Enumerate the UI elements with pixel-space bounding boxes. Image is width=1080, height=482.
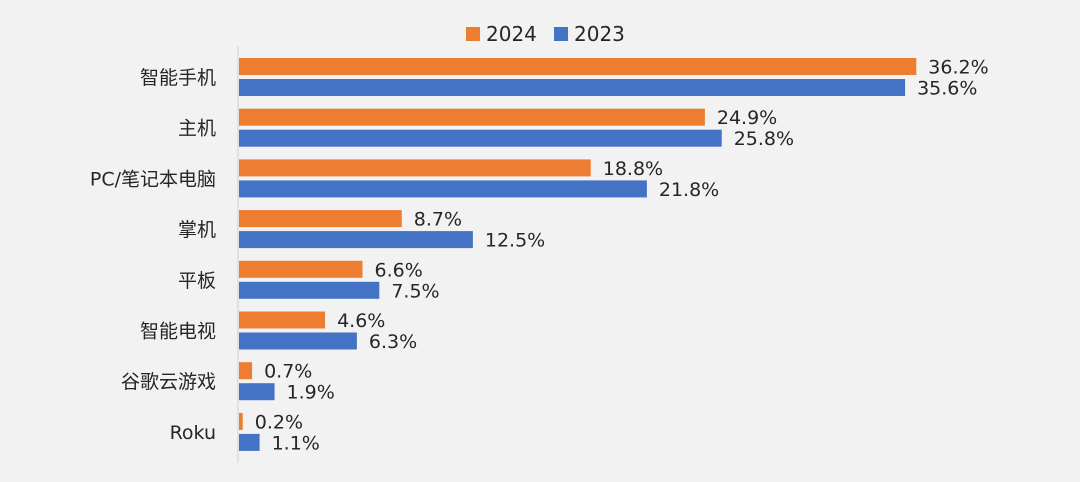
data-label-2023: 7.5% [391, 280, 439, 302]
bar-2023 [239, 281, 380, 299]
legend-label-2024: 2024 [486, 22, 537, 46]
bar-2023 [239, 383, 275, 401]
data-label-2024: 0.7% [264, 361, 312, 383]
category-label: Roku [170, 422, 216, 444]
category-label: 智能手机 [140, 67, 216, 89]
data-label-2023: 25.8% [734, 128, 794, 150]
bar-2024 [239, 108, 705, 126]
data-label-2023: 35.6% [917, 78, 977, 100]
bar-2024 [239, 260, 363, 278]
data-label-2023: 1.9% [287, 382, 335, 404]
bar-2023 [239, 231, 473, 249]
data-label-2024: 24.9% [717, 107, 777, 129]
bar-2023 [239, 332, 357, 350]
bar-2023 [239, 79, 906, 96]
data-label-2023: 12.5% [485, 230, 545, 252]
data-label-2024: 6.6% [374, 259, 422, 281]
data-label-2024: 4.6% [337, 310, 385, 332]
bar-2024 [239, 412, 243, 430]
legend-swatch-2023 [554, 27, 568, 41]
bar-2023 [239, 433, 260, 451]
bar-2023 [239, 180, 647, 198]
category-label: 掌机 [178, 219, 216, 241]
category-label: 主机 [178, 118, 216, 140]
bar-2024 [239, 210, 402, 228]
bar-2024 [239, 58, 917, 75]
data-label-2023: 21.8% [659, 179, 719, 201]
category-label: 智能电视 [140, 321, 216, 343]
data-label-2024: 18.8% [603, 158, 663, 180]
bar-2024 [239, 362, 253, 380]
category-label: PC/笔记本电脑 [90, 168, 216, 190]
data-label-2023: 6.3% [369, 331, 417, 353]
bar-2024 [239, 311, 326, 329]
bar-2024 [239, 159, 591, 177]
chart-legend: 2024 2023 [466, 22, 625, 46]
data-label-2023: 1.1% [272, 432, 320, 454]
legend-swatch-2024 [466, 27, 480, 41]
bar-2023 [239, 129, 722, 147]
legend-label-2023: 2023 [574, 22, 625, 46]
data-label-2024: 8.7% [414, 209, 462, 231]
data-label-2024: 36.2% [928, 57, 988, 79]
category-label: 平板 [178, 270, 216, 292]
category-label: 谷歌云游戏 [121, 371, 216, 393]
data-label-2024: 0.2% [255, 411, 303, 433]
